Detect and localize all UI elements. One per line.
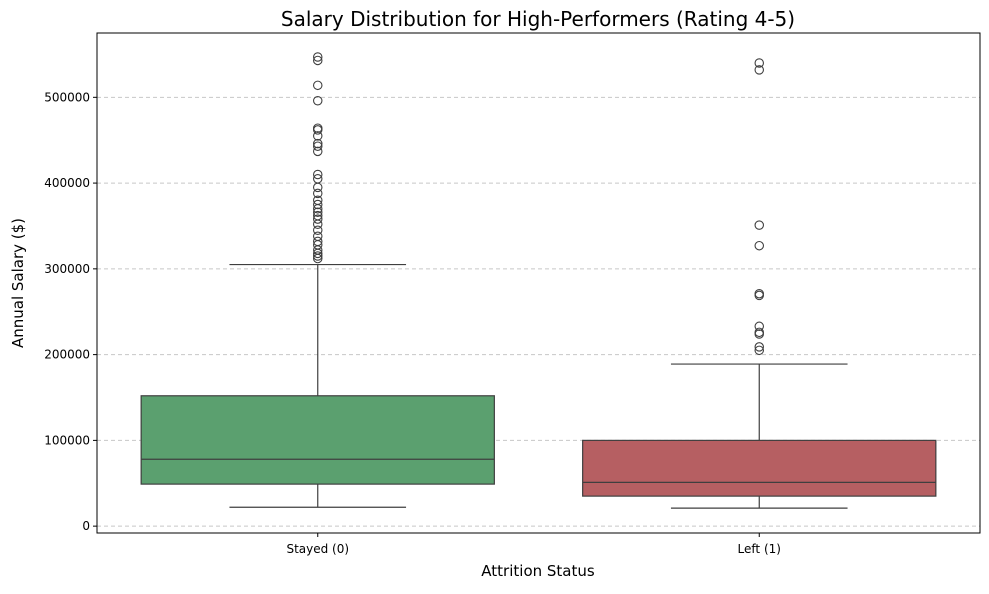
outlier-point <box>312 195 323 205</box>
outlier-point <box>312 188 323 199</box>
outlier-point <box>312 214 323 224</box>
y-tick-label: 300000 <box>44 262 90 276</box>
plot-frame <box>96 32 981 534</box>
y-tick-label: 400000 <box>44 176 90 190</box>
outlier-point <box>312 146 323 157</box>
outlier-point <box>312 225 323 236</box>
x-axis-label: Attrition Status <box>481 562 595 580</box>
outlier-point <box>754 345 764 356</box>
outlier-point <box>754 321 764 332</box>
x-tick-label: Left (1) <box>738 542 781 556</box>
y-tick-label: 0 <box>82 519 90 533</box>
outlier-point <box>312 236 323 247</box>
y-tick-label: 500000 <box>44 90 90 104</box>
outlier-point <box>312 210 323 221</box>
ticks: 0 100000 200000 300000 400000 500000 Stayed (0… <box>44 90 781 556</box>
outlier-point <box>754 220 764 230</box>
box-group-left-1 <box>582 58 937 509</box>
outlier-point <box>312 231 323 242</box>
outlier-point <box>312 96 323 106</box>
iqr-box <box>582 439 937 497</box>
outlier-point <box>754 327 764 338</box>
outlier-point <box>754 65 764 75</box>
outlier-point <box>312 55 323 66</box>
outlier-point <box>312 251 323 261</box>
outlier-point <box>312 169 323 180</box>
outlier-point <box>312 131 323 141</box>
outlier-point <box>312 207 323 217</box>
chart-title: Salary Distribution for High-Performers … <box>281 7 795 31</box>
outlier-point <box>754 240 764 251</box>
outlier-point <box>312 138 323 149</box>
outlier-point <box>312 141 323 151</box>
outlier-point <box>754 58 764 68</box>
y-tick-label: 200000 <box>44 348 90 362</box>
outlier-point <box>312 123 323 133</box>
iqr-box <box>140 395 495 485</box>
x-tick-label: Stayed (0) <box>286 542 349 556</box>
outlier-point <box>754 342 764 352</box>
outlier-point <box>312 52 323 62</box>
outlier-point <box>754 288 764 299</box>
outlier-point <box>312 199 323 210</box>
y-tick-label: 100000 <box>44 433 90 447</box>
outlier-point <box>312 80 323 91</box>
boxes <box>140 52 937 509</box>
outlier-point <box>312 182 323 193</box>
y-axis-label: Annual Salary ($) <box>9 218 27 348</box>
box-group-stayed-0 <box>140 52 495 508</box>
outlier-point <box>312 174 323 184</box>
